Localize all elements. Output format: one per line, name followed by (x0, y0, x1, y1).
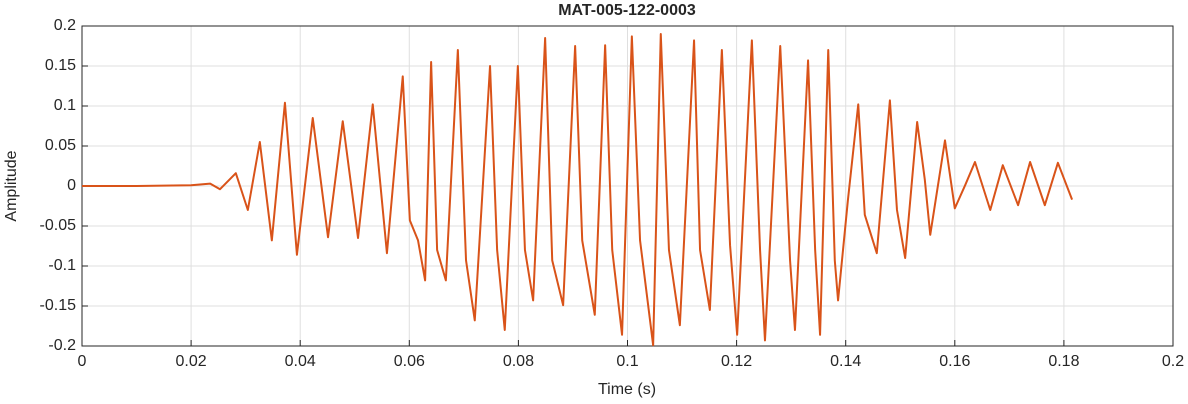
y-tick-label: 0.2 (54, 17, 76, 34)
x-axis-label: Time (s) (598, 381, 656, 398)
chart-title: MAT-005-122-0003 (558, 2, 696, 19)
waveform-line (82, 33, 1074, 347)
x-tick-label: 0.08 (503, 353, 534, 370)
y-tick-label: 0.05 (45, 137, 76, 154)
y-tick-label: -0.05 (40, 217, 77, 234)
x-tick-label: 0 (78, 353, 87, 370)
x-tick-label: 0.12 (721, 353, 752, 370)
y-tick-label: -0.2 (48, 337, 76, 354)
y-axis-label: Amplitude (3, 150, 20, 221)
x-tick-label: 0.1 (616, 353, 638, 370)
y-tick-label: 0 (67, 177, 76, 194)
x-tick-label: 0.02 (176, 353, 207, 370)
x-tick-label: 0.2 (1162, 353, 1184, 370)
y-tick-label: 0.1 (54, 97, 76, 114)
x-tick-label: 0.04 (285, 353, 316, 370)
y-tick-label: -0.1 (48, 257, 76, 274)
x-tick-label: 0.06 (394, 353, 425, 370)
y-tick-label: -0.15 (40, 297, 77, 314)
x-tick-label: 0.14 (830, 353, 861, 370)
y-tick-label: 0.15 (45, 57, 76, 74)
x-tick-label: 0.16 (939, 353, 970, 370)
x-tick-label: 0.18 (1048, 353, 1079, 370)
